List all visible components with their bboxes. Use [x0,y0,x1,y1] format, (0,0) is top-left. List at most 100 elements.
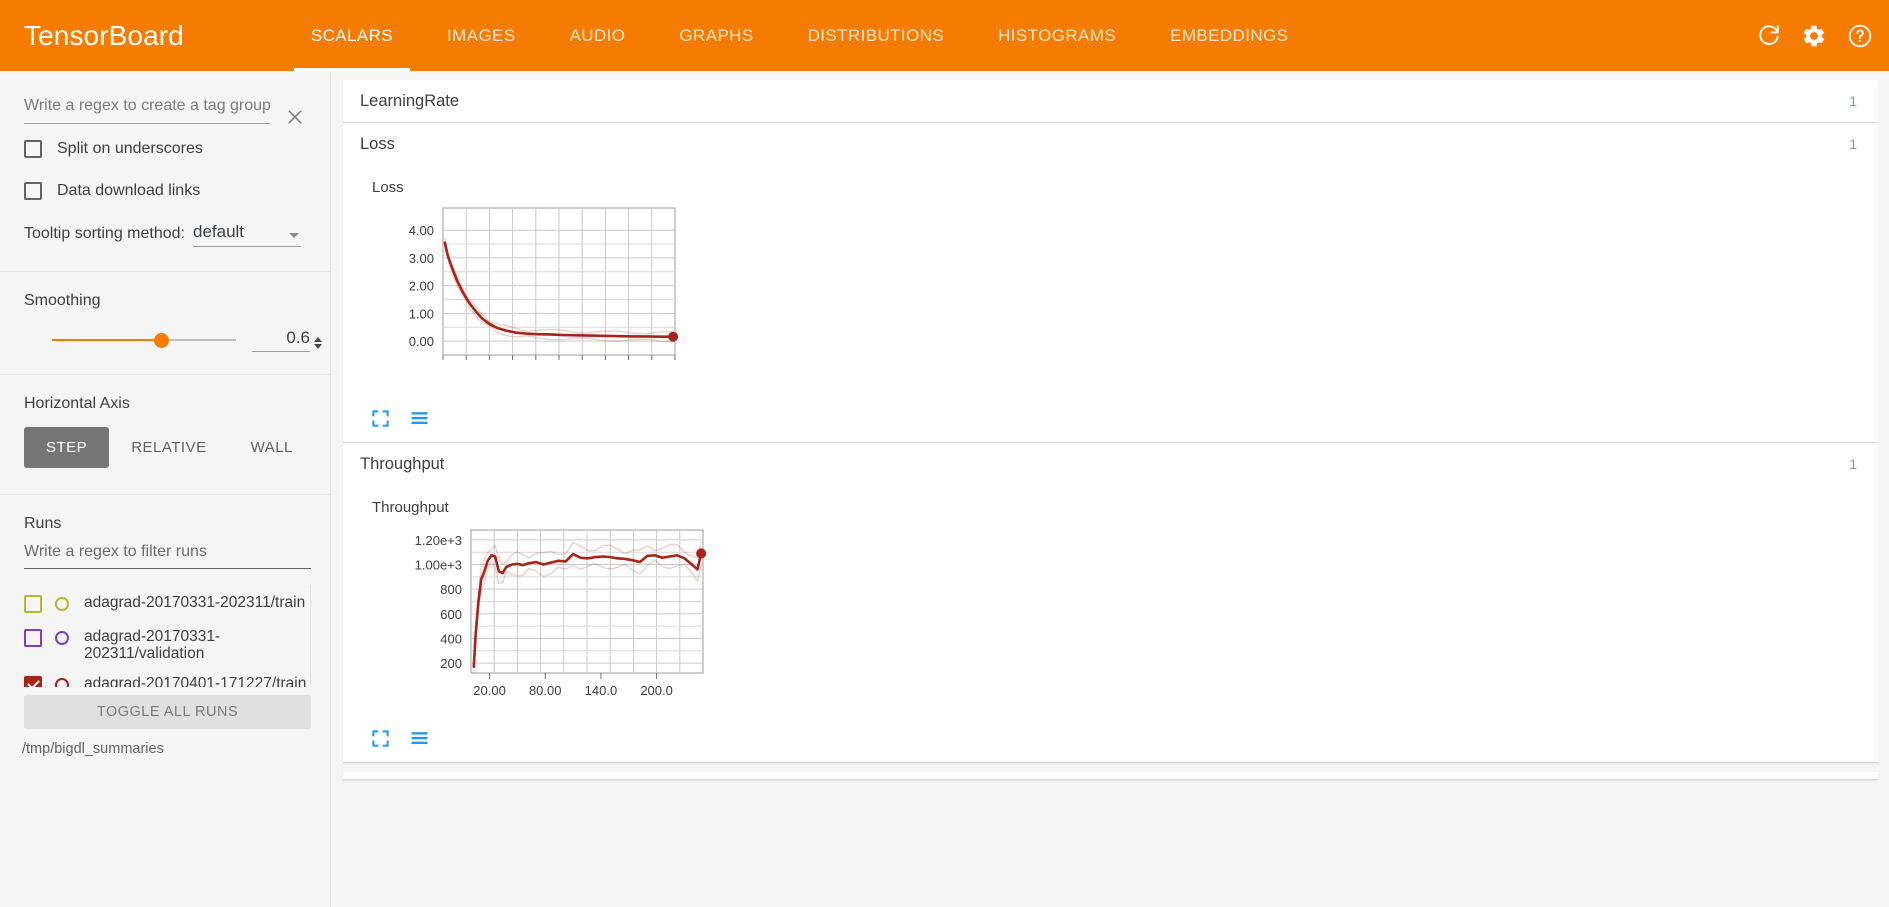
card-title: Loss [360,134,395,153]
tab-images-label: IMAGES [447,25,516,45]
expand-chart-icon[interactable] [371,409,390,428]
svg-text:0.00: 0.00 [409,334,434,349]
data-table-icon[interactable] [410,409,429,428]
axis-relative-button[interactable]: RELATIVE [131,439,207,456]
svg-text:1.20e+3: 1.20e+3 [415,533,462,548]
clear-icon[interactable] [282,104,308,130]
run-item[interactable]: adagrad-20170401-171227/train [24,666,311,687]
tab-images[interactable]: IMAGES [420,0,543,71]
data-download-links-checkbox[interactable] [24,182,42,200]
chart-actions-loss [343,400,1878,442]
card-learningrate: LearningRate 1 [343,80,1878,123]
svg-text:20.00: 20.00 [473,683,506,698]
expand-chart-icon[interactable] [371,729,390,748]
data-download-links-label: Data download links [57,182,201,199]
svg-text:1.00: 1.00 [409,306,434,321]
runs-list: adagrad-20170331-202311/train adagrad-20… [24,585,311,687]
axis-step-button[interactable]: STEP [24,427,110,468]
run-label: adagrad-20170331-202311/validation [84,628,221,663]
tooltip-sorting-select[interactable]: default [192,222,301,247]
card-count-badge: 1 [1849,456,1857,472]
run-checkbox[interactable] [24,595,42,613]
tag-regex-row [0,71,330,124]
card-header-throughput[interactable]: Throughput 1 [343,443,1878,485]
card-throughput: Throughput 1 Throughput 200 400 600 800 1.00… [343,443,1878,763]
sidebar: Split on underscores Data download links… [0,71,331,907]
tab-distributions-label: DISTRIBUTIONS [807,25,945,45]
split-on-underscores-checkbox[interactable] [24,140,42,158]
tab-scalars[interactable]: SCALARS [284,0,420,71]
svg-text:3.00: 3.00 [409,251,434,266]
svg-text:80.00: 80.00 [529,683,562,698]
tab-audio[interactable]: AUDIO [543,0,653,71]
tooltip-sorting-value: default [192,222,245,241]
smoothing-slider[interactable] [52,331,236,349]
svg-text:200: 200 [440,656,462,671]
run-label: adagrad-20170401-171227/train [84,674,307,687]
runs-filter-input[interactable] [24,543,311,569]
slider-knob[interactable] [154,333,169,348]
chart-actions-throughput [343,720,1878,762]
runs-title: Runs [24,515,62,532]
card-next-partial [343,772,1878,780]
horizontal-axis-buttons: STEP RELATIVE WALL [0,413,330,494]
stepper-up-icon[interactable] [314,337,322,342]
tab-distributions[interactable]: DISTRIBUTIONS [781,0,972,71]
svg-text:2.00: 2.00 [409,279,434,294]
toggle-all-runs-button[interactable]: TOGGLE ALL RUNS [24,695,311,729]
chart-throughput-svg: 200 400 600 800 1.00e+3 1.20e+3 20.00 80.00 140.… [415,529,707,698]
run-color-dot-icon [55,631,69,645]
logdir-path: /tmp/bigdl_summaries [22,741,164,757]
svg-text:140.0: 140.0 [585,683,618,698]
svg-text:200.0: 200.0 [640,683,673,698]
tab-graphs[interactable]: GRAPHS [652,0,780,71]
divider [0,271,330,272]
tag-regex-input[interactable] [24,97,270,124]
card-title: LearningRate [360,91,460,110]
chart-throughput[interactable]: 200 400 600 800 1.00e+3 1.20e+3 20.00 80.00 140.… [343,520,1878,720]
smoothing-title: Smoothing [24,292,101,309]
chart-title-throughput: Throughput [372,499,449,516]
tab-histograms[interactable]: HISTOGRAMS [971,0,1143,71]
card-loss: Loss 1 Loss 0.00 1.00 2.00 3.00 4.00 [343,123,1878,443]
runs-scrollbar[interactable] [310,585,311,687]
app-header: TensorBoard SCALARS IMAGES AUDIO GRAPHS … [0,0,1889,71]
run-label: adagrad-20170331-202311/train [84,594,306,611]
tooltip-sorting-row: Tooltip sorting method: default [0,208,330,247]
stepper-down-icon[interactable] [314,344,322,349]
svg-text:400: 400 [440,631,462,646]
chevron-down-icon [288,233,299,238]
divider [0,374,330,375]
tab-scalars-label: SCALARS [310,25,394,45]
data-table-icon[interactable] [410,729,429,748]
run-checkbox[interactable] [24,629,42,647]
tab-embeddings-label: EMBEDDINGS [1170,25,1289,45]
svg-text:800: 800 [440,582,462,597]
run-checkbox[interactable] [24,675,42,687]
svg-text:1.00e+3: 1.00e+3 [415,558,462,573]
split-on-underscores-label: Split on underscores [57,140,203,157]
axis-wall-button[interactable]: WALL [250,439,293,456]
data-download-links-row[interactable]: Data download links [0,174,330,208]
smoothing-value-field[interactable]: 0.6 [252,328,322,352]
card-header-loss[interactable]: Loss 1 [343,123,1878,165]
settings-gear-icon[interactable] [1799,21,1829,51]
run-item[interactable]: adagrad-20170331-202311/validation [24,619,311,666]
app-title: TensorBoard [24,19,184,51]
header-actions [1753,0,1875,71]
tooltip-sorting-label: Tooltip sorting method: [24,225,185,242]
smoothing-row: 0.6 [0,310,330,374]
svg-text:4.00: 4.00 [409,223,434,238]
run-item[interactable]: adagrad-20170331-202311/train [24,585,311,619]
help-icon[interactable] [1845,21,1875,51]
chart-body-loss: Loss 0.00 1.00 2.00 3.00 4.00 [343,165,1878,442]
run-color-dot-icon [55,677,69,687]
smoothing-stepper[interactable] [314,337,322,349]
main-content: LearningRate 1 Loss 1 Loss 0.00 1.00 2.00 3… [332,71,1889,907]
chart-loss[interactable]: 0.00 1.00 2.00 3.00 4.00 [343,200,1878,400]
tab-embeddings[interactable]: EMBEDDINGS [1143,0,1315,71]
refresh-icon[interactable] [1753,21,1783,51]
split-on-underscores-row[interactable]: Split on underscores [0,132,330,166]
card-header-learningrate[interactable]: LearningRate 1 [343,80,1878,122]
horizontal-axis-title: Horizontal Axis [24,395,130,412]
